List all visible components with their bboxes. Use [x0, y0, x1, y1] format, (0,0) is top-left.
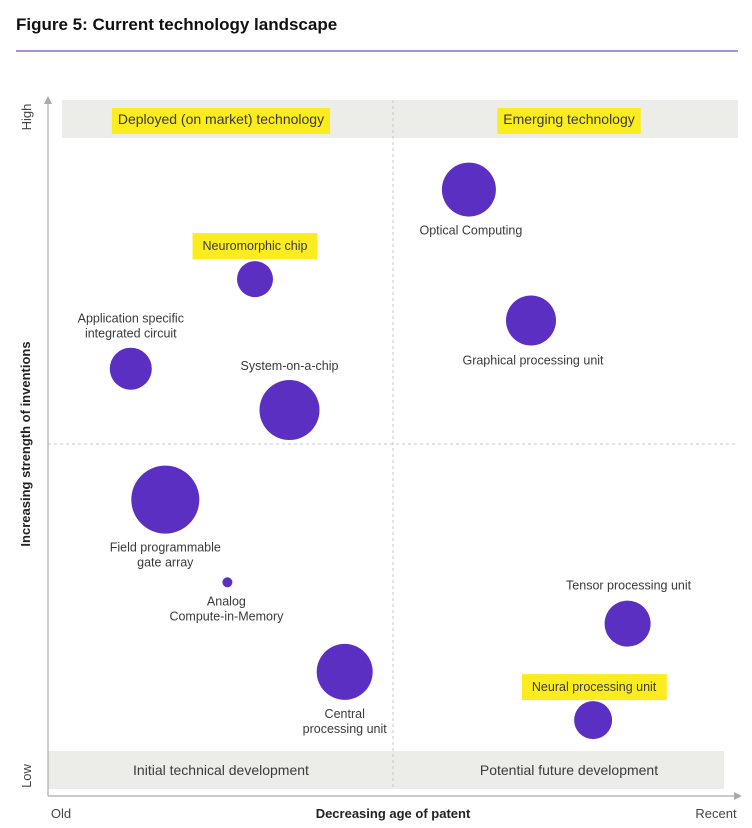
- label-tensor-processing-unit: Tensor processing unit: [566, 579, 692, 593]
- bubble-field-programmable-gate-array: [131, 465, 200, 534]
- quadrant-label-text: Emerging technology: [503, 111, 635, 127]
- label-line: Central: [325, 707, 365, 721]
- label-line: Analog: [207, 594, 246, 608]
- quadrant-label-emerging: Emerging technology: [497, 108, 641, 134]
- y-tick-high: High: [19, 104, 34, 131]
- label-line: processing unit: [303, 722, 388, 736]
- bubble-central-processing-unit: [316, 643, 373, 700]
- label-line: Tensor processing unit: [566, 579, 692, 593]
- data-points: Optical Computing Neuromorphic chip Graphi…: [78, 162, 692, 740]
- quadrant-label-potential: Potential future development: [480, 762, 658, 778]
- label-neuromorphic-chip: Neuromorphic chip: [203, 239, 308, 253]
- label-line: integrated circuit: [85, 327, 177, 341]
- bubble-graphical-processing-unit: [506, 295, 556, 346]
- x-axis-label: Decreasing age of patent: [316, 806, 471, 821]
- label-analog-compute-in-memory: Analog Compute-in-Memory: [169, 594, 284, 623]
- label-line: Field programmable: [110, 541, 221, 555]
- label-neural-processing-unit: Neural processing unit: [532, 680, 657, 694]
- label-line: Neuromorphic chip: [203, 239, 308, 253]
- label-system-on-a-chip: System-on-a-chip: [241, 359, 339, 373]
- bubble-system-on-a-chip: [259, 380, 320, 441]
- label-central-processing-unit: Central processing unit: [303, 707, 388, 736]
- quadrant-label-initial: Initial technical development: [133, 762, 309, 778]
- label-line: Graphical processing unit: [462, 353, 604, 367]
- quadrant-label-text: Deployed (on market) technology: [118, 111, 324, 127]
- y-axis-arrow: [44, 96, 52, 104]
- label-line: System-on-a-chip: [241, 359, 339, 373]
- label-line: Neural processing unit: [532, 680, 657, 694]
- label-line: gate array: [137, 556, 194, 570]
- chart-title: Figure 5: Current technology landscape: [16, 15, 337, 34]
- label-field-programmable-gate-array: Field programmable gate array: [110, 541, 221, 570]
- highlight-box: [111, 108, 331, 134]
- quadrant-label-deployed: Deployed (on market) technology: [111, 108, 331, 134]
- bubble-optical-computing: [441, 162, 496, 217]
- bubble-analog-compute-in-memory: [222, 577, 233, 588]
- highlight-box: [192, 233, 318, 260]
- bubble-neural-processing-unit: [574, 701, 613, 740]
- highlight-box: [497, 108, 641, 134]
- label-line: Optical Computing: [419, 224, 522, 238]
- y-tick-low: Low: [19, 763, 34, 787]
- bottom-band: [48, 751, 724, 789]
- label-graphical-processing-unit: Graphical processing unit: [462, 353, 604, 367]
- label-line: Application specific: [78, 312, 184, 326]
- bubble-tensor-processing-unit: [604, 600, 651, 647]
- label-line: Compute-in-Memory: [169, 609, 284, 623]
- label-application-specific-integrated-circuit: Application specific integrated circuit: [78, 312, 184, 341]
- y-axis-label: Increasing strength of inventions: [18, 341, 33, 546]
- x-tick-recent: Recent: [695, 806, 737, 821]
- x-axis-arrow: [734, 792, 742, 800]
- x-tick-old: Old: [51, 806, 71, 821]
- bubble-neuromorphic-chip: [237, 261, 273, 298]
- label-optical-computing: Optical Computing: [419, 224, 522, 238]
- highlight-box: [521, 674, 667, 701]
- bubble-application-specific-integrated-circuit: [109, 347, 152, 390]
